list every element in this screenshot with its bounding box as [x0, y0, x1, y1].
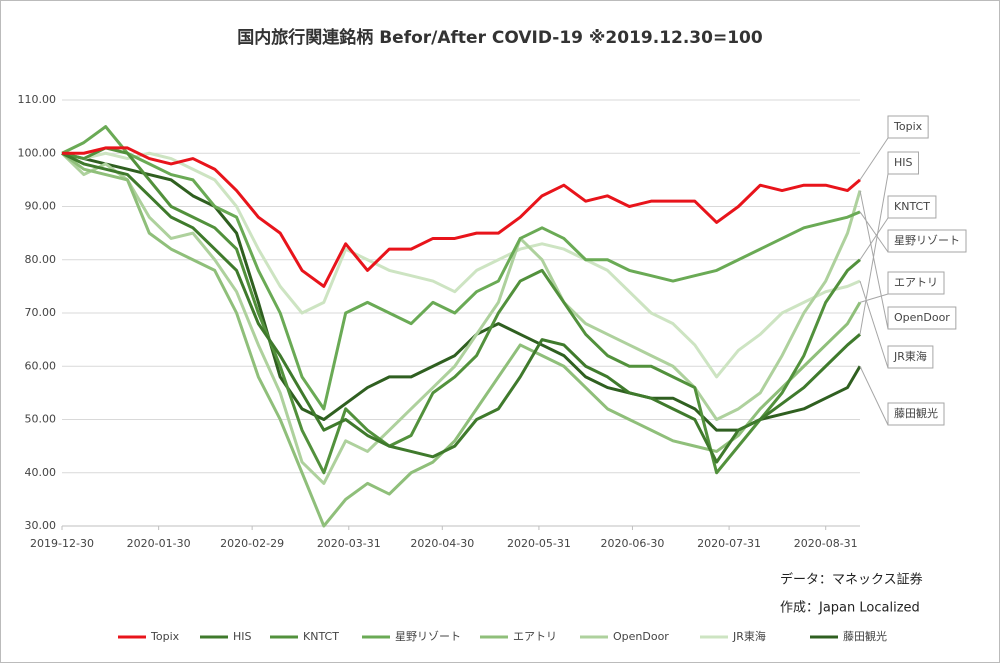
- callout-leader: [859, 173, 889, 335]
- callout-label: JR東海: [893, 349, 927, 363]
- callout-box: [887, 345, 934, 369]
- author-note: 作成：Japan Localized: [780, 601, 920, 616]
- series-line: [61, 152, 862, 528]
- legend-label: JR東海: [732, 629, 766, 643]
- series-line: [62, 146, 861, 288]
- legend-label: 星野リゾート: [395, 630, 461, 643]
- y-tick-label: 80.00: [25, 253, 57, 266]
- x-tick-label: 2019-12-30: [30, 537, 94, 550]
- x-tick-label: 2020-02-29: [220, 537, 284, 550]
- series-line: [61, 151, 862, 432]
- callout-label: OpenDoor: [894, 311, 950, 324]
- callout-box: [887, 402, 945, 426]
- callout-label: KNTCT: [894, 200, 930, 213]
- x-tick-label: 2020-07-31: [697, 537, 761, 550]
- callout-box: [887, 306, 957, 330]
- callout-leader: [859, 137, 889, 181]
- callout-leader: [859, 190, 889, 330]
- source-note: データ：マネックス証券: [780, 572, 923, 588]
- y-tick-label: 30.00: [25, 519, 57, 532]
- callout-box: [887, 229, 967, 253]
- series-line: [60, 152, 862, 485]
- series-line: [61, 125, 861, 411]
- callout-label: HIS: [894, 156, 913, 169]
- series-line: [61, 151, 861, 379]
- callout-label: Topix: [893, 120, 923, 133]
- legend-label: Topix: [150, 630, 180, 643]
- series-line: [61, 146, 861, 475]
- callout-box: [887, 115, 929, 139]
- callout-box: [887, 151, 919, 175]
- y-tick-label: 100.00: [18, 146, 57, 159]
- callout-label: エアトリ: [894, 276, 938, 289]
- y-tick-label: 60.00: [25, 359, 57, 372]
- series-line: [61, 151, 861, 464]
- callout-leader: [859, 211, 889, 253]
- x-tick-label: 2020-03-31: [317, 537, 381, 550]
- x-tick-label: 2020-06-30: [600, 537, 664, 550]
- legend-label: HIS: [233, 630, 252, 643]
- y-tick-label: 70.00: [25, 306, 57, 319]
- legend-label: エアトリ: [513, 630, 557, 643]
- legend-label: 藤田観光: [843, 629, 887, 643]
- callout-label: 星野リゾート: [894, 234, 960, 247]
- legend-label: OpenDoor: [613, 630, 669, 643]
- callout-label: 藤田観光: [894, 406, 938, 420]
- x-tick-label: 2020-01-30: [127, 537, 191, 550]
- callout-leader: [859, 217, 889, 261]
- callout-box: [887, 195, 937, 219]
- callout-leader: [859, 293, 889, 303]
- y-tick-label: 110.00: [18, 93, 57, 106]
- callout-leader: [859, 280, 889, 369]
- y-tick-label: 90.00: [25, 200, 57, 213]
- y-tick-label: 40.00: [25, 466, 57, 479]
- x-tick-label: 2020-05-31: [507, 537, 571, 550]
- legend-label: KNTCT: [303, 630, 339, 643]
- x-tick-label: 2020-04-30: [410, 537, 474, 550]
- callout-leader: [859, 366, 889, 426]
- y-tick-label: 50.00: [25, 413, 57, 426]
- x-tick-label: 2020-08-31: [794, 537, 858, 550]
- callout-box: [887, 271, 945, 295]
- chart-title: 国内旅行関連銘柄 Befor/After COVID-19 ※2019.12.3…: [237, 27, 763, 48]
